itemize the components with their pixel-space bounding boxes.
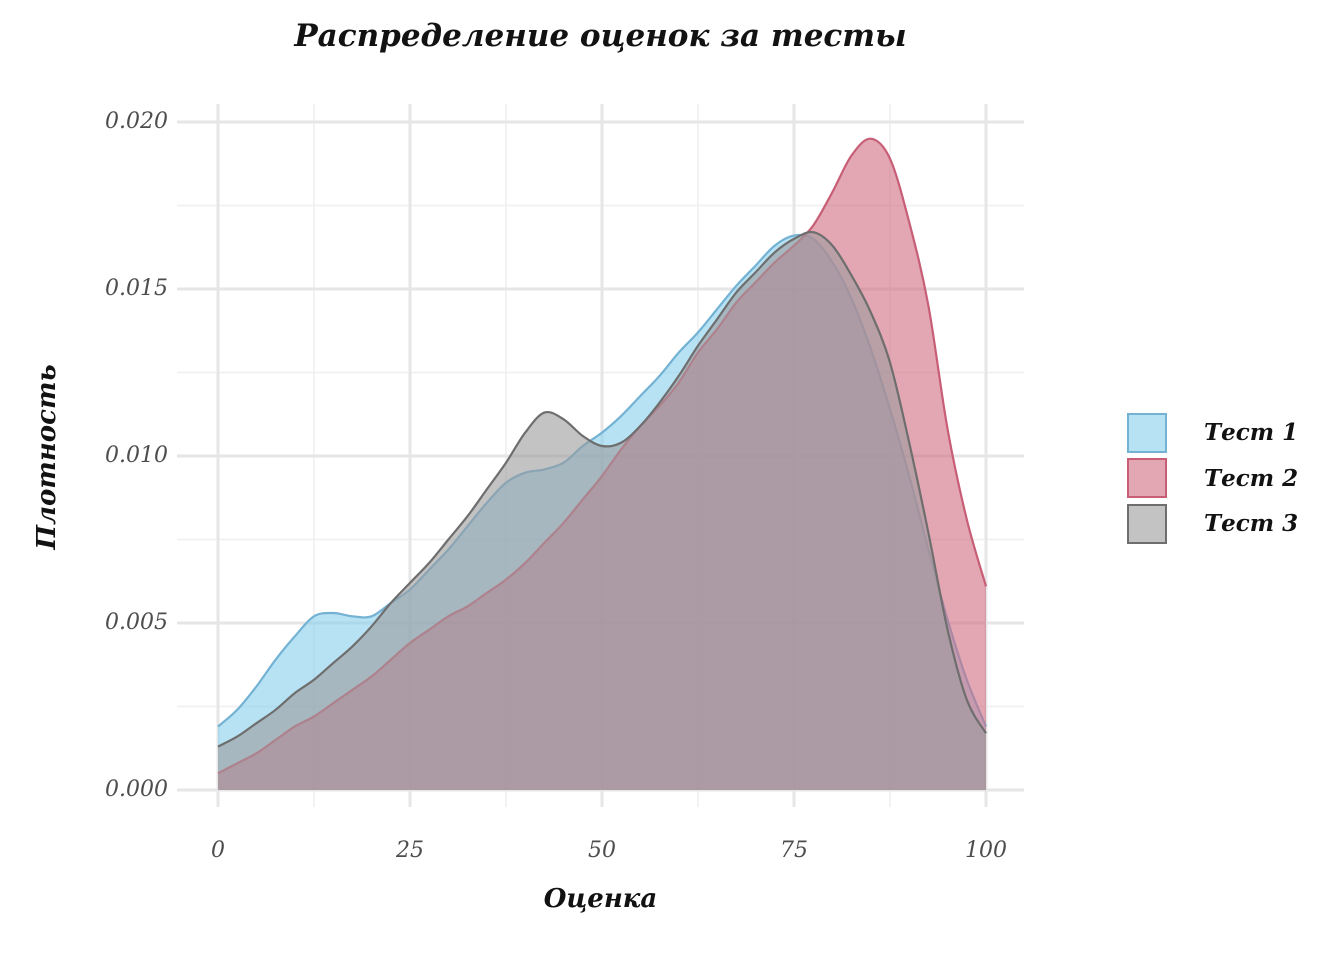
legend-swatch xyxy=(1127,458,1167,499)
y-tick-label: 0.015 xyxy=(105,276,168,301)
legend-label: Тест 2 xyxy=(1204,464,1299,492)
y-tick-label: 0.000 xyxy=(105,777,168,802)
y-tick-label: 0.005 xyxy=(105,610,168,635)
x-tick-label: 100 xyxy=(965,838,1007,863)
legend-item: Тест 3 xyxy=(1127,501,1298,547)
legend-item: Тест 1 xyxy=(1127,410,1298,456)
x-tick-label: 0 xyxy=(211,838,225,863)
x-tick-label: 50 xyxy=(588,838,616,863)
chart-title: Распределение оценок за тесты xyxy=(294,18,907,54)
x-tick-label: 25 xyxy=(396,838,424,863)
legend-label: Тест 1 xyxy=(1204,419,1299,447)
y-tick-label: 0.010 xyxy=(105,443,168,468)
legend-swatch xyxy=(1127,412,1167,453)
density-area-3 xyxy=(218,232,986,790)
legend-swatch xyxy=(1127,503,1167,544)
legend-label: Тест 3 xyxy=(1204,510,1299,538)
density-line-3 xyxy=(217,230,987,748)
legend-item: Тест 2 xyxy=(1127,456,1298,502)
x-tick-label: 75 xyxy=(780,838,808,863)
x-axis-title: Оценка xyxy=(543,884,658,914)
y-tick-label: 0.020 xyxy=(105,109,168,134)
legend: Тест 1 Тест 2 Тест 3 xyxy=(1127,410,1298,547)
